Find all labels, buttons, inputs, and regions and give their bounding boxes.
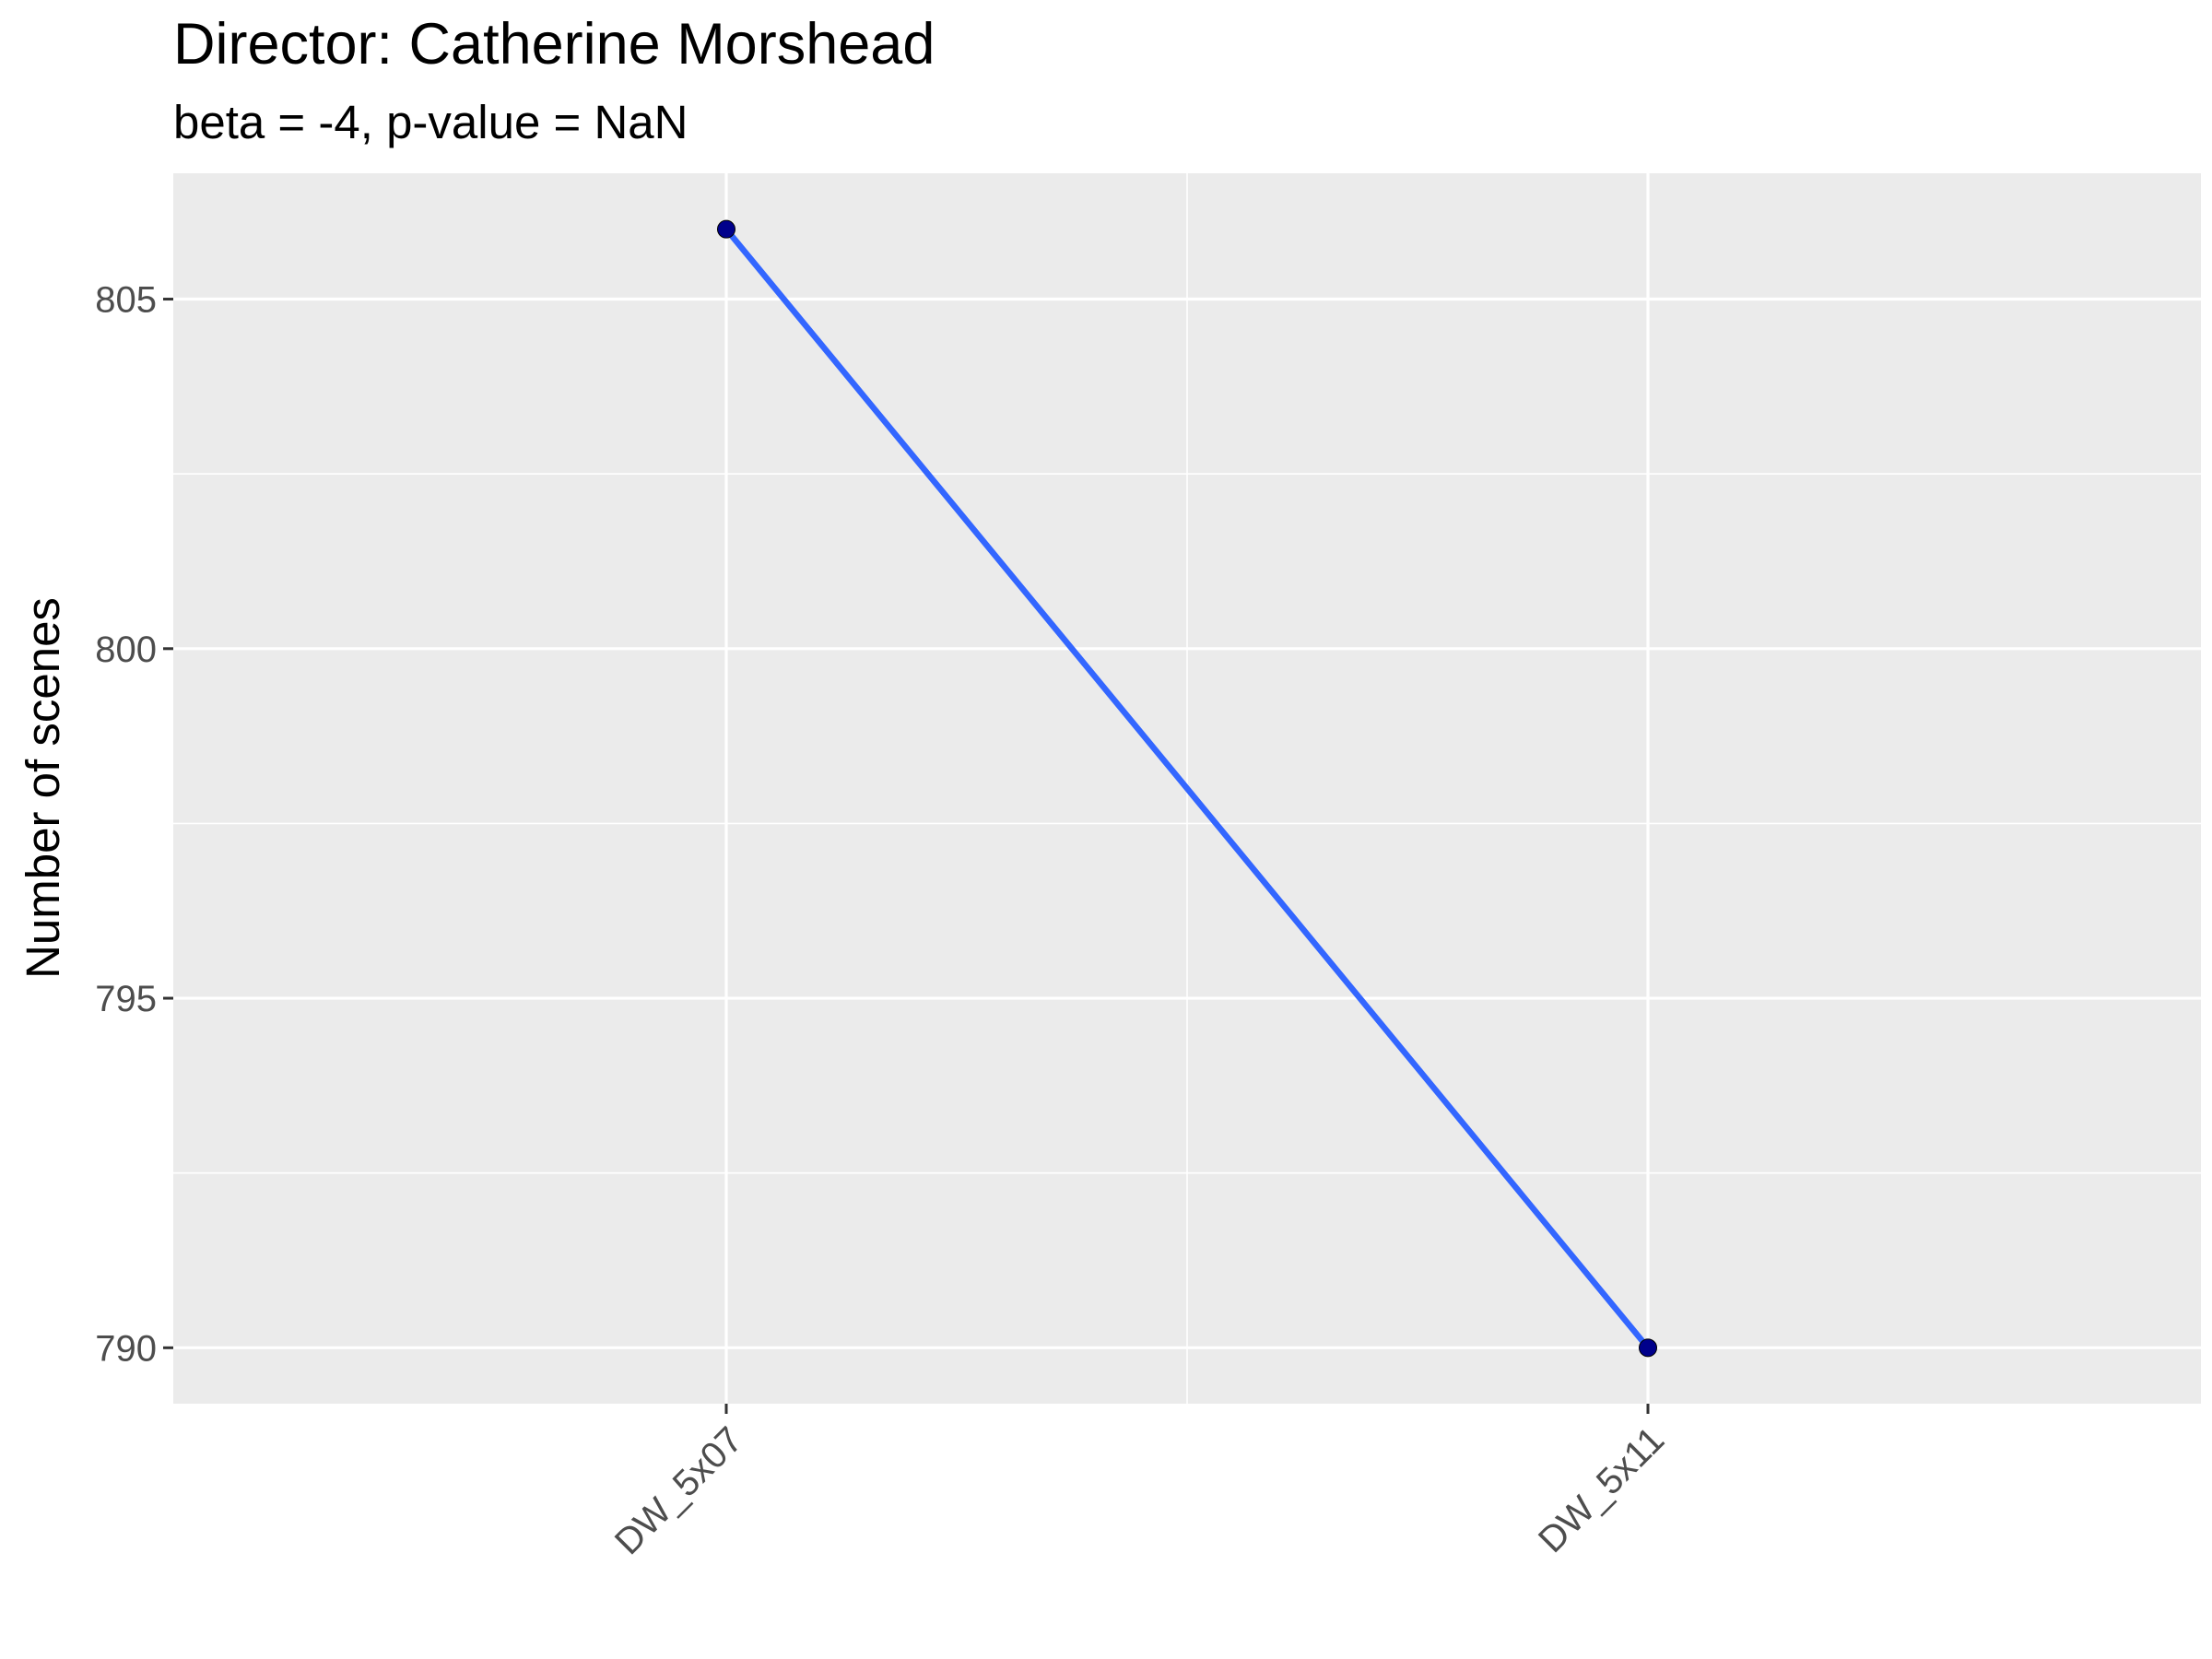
gridlines [173, 173, 2201, 1404]
series-line [723, 226, 1652, 1351]
data-point [717, 219, 735, 239]
y-tick-label: 805 [95, 280, 157, 321]
data-point [1639, 1338, 1657, 1358]
chart-subtitle: beta = -4, p-value = NaN [173, 96, 688, 148]
y-axis: 790 795 800 805 [95, 280, 173, 1369]
y-tick-label: 795 [95, 979, 157, 1019]
x-tick-label: DW_5x11 [1531, 1419, 1672, 1560]
y-axis-title: Number of scenes [17, 597, 69, 979]
x-tick-label: DW_5x07 [607, 1419, 750, 1562]
x-axis: DW_5x07 DW_5x11 [607, 1404, 1672, 1562]
y-tick-label: 790 [95, 1328, 157, 1369]
data-marks [717, 219, 1657, 1358]
chart-title: Director: Catherine Morshead [173, 12, 935, 76]
y-tick-label: 800 [95, 629, 157, 670]
